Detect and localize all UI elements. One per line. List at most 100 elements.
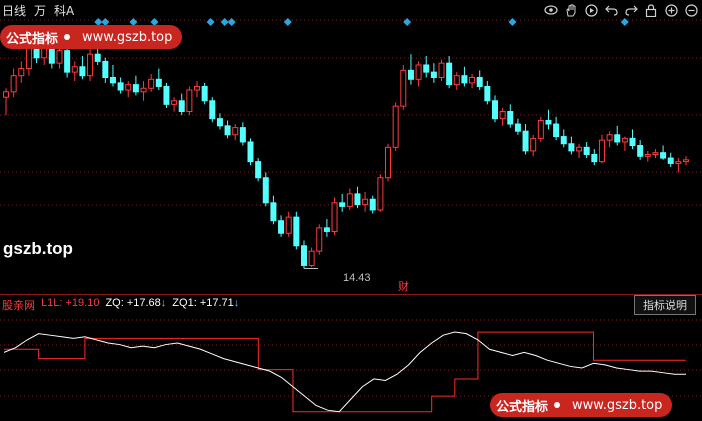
candle-body bbox=[216, 118, 223, 127]
badge-url: www.gszb.top bbox=[82, 29, 173, 45]
down-arrow-icon: ↓ bbox=[233, 297, 240, 309]
candle-body bbox=[530, 137, 537, 152]
candle-body bbox=[591, 153, 598, 163]
candle-body bbox=[270, 202, 277, 222]
badge-url: www.gszb.top bbox=[572, 397, 663, 413]
signal-marker-icon bbox=[220, 18, 229, 26]
indicator-name[interactable]: 股亲网 bbox=[2, 300, 35, 312]
candle-body bbox=[331, 202, 338, 232]
candle-body bbox=[262, 177, 269, 204]
l1l-value: L1L: +19.10 bbox=[41, 297, 99, 313]
lock-icon[interactable] bbox=[644, 3, 658, 17]
redo-icon[interactable] bbox=[624, 3, 638, 17]
candle-body bbox=[3, 91, 9, 98]
candle-body bbox=[132, 84, 139, 93]
candle-body bbox=[614, 134, 621, 143]
candle-body bbox=[171, 100, 178, 105]
candle-body bbox=[430, 71, 437, 78]
play-icon[interactable] bbox=[584, 3, 598, 17]
candle-body bbox=[201, 85, 208, 102]
subject-selector[interactable]: 科A bbox=[54, 4, 75, 18]
candle-body bbox=[140, 87, 147, 93]
candle-body bbox=[644, 153, 651, 157]
signal-marker-icon bbox=[227, 18, 236, 26]
candle-body bbox=[652, 152, 659, 155]
candle-body bbox=[621, 137, 628, 143]
candle-body bbox=[125, 84, 132, 91]
candle-body bbox=[438, 62, 445, 78]
zq-value: ZQ: +17.68↓ bbox=[105, 297, 166, 313]
candle-body bbox=[484, 85, 491, 102]
period-selector[interactable]: 日线 bbox=[2, 4, 27, 18]
formula-badge-top[interactable]: 公式指标 www.gszb.top bbox=[0, 25, 183, 49]
candle-body bbox=[224, 125, 231, 136]
candle-body bbox=[56, 50, 63, 64]
candle-body bbox=[545, 119, 552, 125]
badge-label: 公式指标 bbox=[6, 31, 59, 47]
formula-badge-bottom[interactable]: 公式指标 www.gszb.top bbox=[490, 393, 673, 417]
candle-body bbox=[537, 119, 544, 139]
undo-icon[interactable] bbox=[604, 3, 618, 17]
zoom-in-icon[interactable] bbox=[664, 3, 678, 17]
candle-body bbox=[362, 198, 369, 206]
signal-marker-icon bbox=[150, 18, 159, 26]
candle-body bbox=[239, 127, 246, 143]
pane-divider[interactable] bbox=[0, 294, 702, 295]
candle-body bbox=[102, 60, 109, 78]
indicator-header: 股亲网 L1L: +19.10 ZQ: +17.68↓ ZQ1: +17.71↓ bbox=[2, 297, 239, 313]
candle-body bbox=[568, 143, 575, 152]
candle-body bbox=[79, 66, 86, 77]
candle-body bbox=[87, 53, 94, 77]
signal-marker-icon bbox=[403, 18, 412, 26]
signal-marker-icon bbox=[206, 18, 215, 26]
candle-body bbox=[507, 111, 514, 125]
indicator-help-button[interactable]: 指标说明 bbox=[634, 295, 696, 315]
candle-body bbox=[71, 66, 78, 73]
candle-body bbox=[94, 53, 101, 62]
candle-body bbox=[576, 146, 583, 152]
candle-body bbox=[469, 76, 476, 84]
candle-body bbox=[476, 76, 483, 87]
view-mode-button[interactable]: 万 bbox=[34, 4, 47, 18]
hand-icon[interactable] bbox=[564, 3, 578, 17]
candle-body bbox=[354, 193, 361, 206]
financial-event-marker[interactable]: 财 bbox=[398, 280, 409, 293]
candle-body bbox=[423, 64, 430, 73]
candle-body bbox=[194, 85, 201, 91]
candle-body bbox=[148, 78, 155, 89]
signal-marker-icon bbox=[129, 18, 138, 26]
candle-body bbox=[446, 62, 453, 86]
candle-body bbox=[323, 227, 330, 232]
eye-icon[interactable] bbox=[544, 3, 558, 17]
badge-dot-icon bbox=[554, 402, 561, 408]
candle-body bbox=[316, 227, 323, 252]
candle-body bbox=[155, 78, 162, 87]
candle-body bbox=[598, 139, 605, 163]
candle-body bbox=[583, 146, 590, 155]
zoom-out-icon[interactable] bbox=[684, 3, 698, 17]
candle-body bbox=[385, 146, 392, 179]
candle-body bbox=[25, 46, 32, 70]
down-arrow-icon: ↓ bbox=[160, 297, 167, 309]
signal-marker-icon bbox=[283, 18, 292, 26]
candle-body bbox=[117, 82, 124, 91]
candle-body bbox=[308, 250, 315, 266]
candle-body bbox=[560, 136, 567, 145]
candle-body bbox=[186, 89, 193, 113]
candle-body bbox=[637, 145, 644, 157]
candle-body bbox=[553, 123, 560, 138]
candle-body bbox=[232, 127, 239, 136]
watermark: gszb.top bbox=[3, 239, 73, 258]
candle-body bbox=[247, 141, 254, 163]
candle-body bbox=[453, 75, 460, 86]
candle-body bbox=[407, 69, 414, 80]
signal-marker-icon bbox=[620, 18, 629, 26]
candle-body bbox=[300, 245, 307, 266]
candle-body bbox=[285, 216, 292, 234]
low-price-label: 14.43 bbox=[343, 272, 371, 284]
candle-body bbox=[278, 220, 285, 234]
candle-body bbox=[491, 100, 498, 120]
zq1-number: +17.71 bbox=[199, 297, 234, 309]
candle-body bbox=[255, 161, 262, 179]
